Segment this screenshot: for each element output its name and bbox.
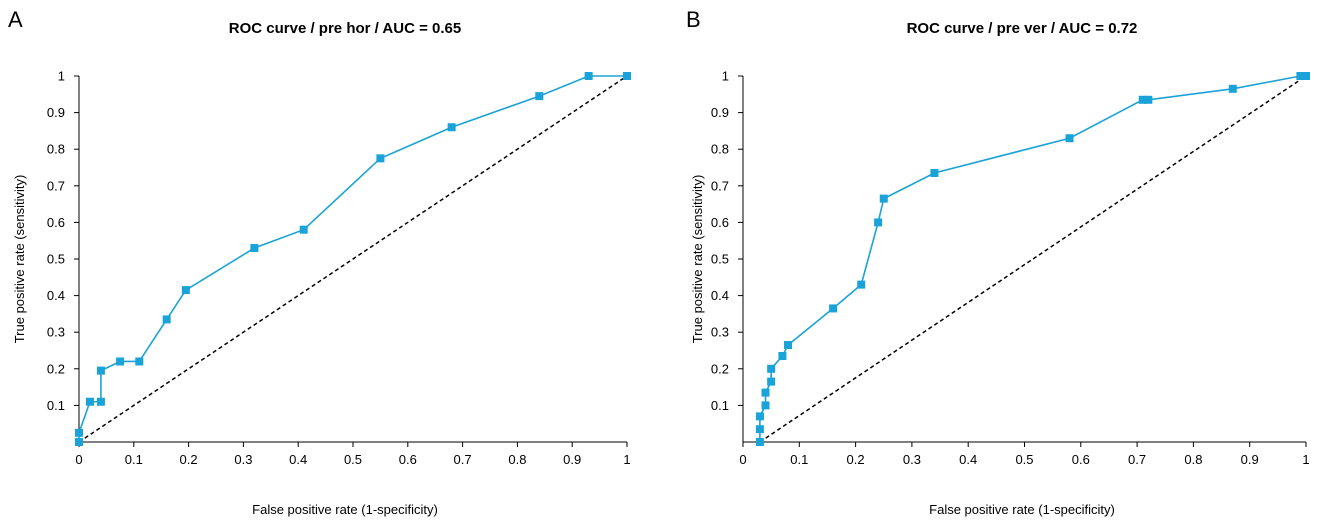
panel-b-chance-diagonal [759,75,1307,443]
panel-b-letter: B [686,7,701,32]
panel-b-roc-point [755,438,764,446]
panel-b-ylabel: True positive rate (sensitivity) [690,175,705,344]
panel-b-roc-point [1065,134,1074,143]
panel-b-roc-point [778,351,787,360]
panel-a-roc-point [181,286,190,295]
panel-b-roc-point [761,388,770,397]
panel-b-y-tick-label: 0.7 [711,178,729,193]
panel-b-y-tick-label: 0.1 [711,398,729,413]
panel-b-roc-point [784,341,793,350]
panel-a-chance-diagonal [78,75,628,443]
panel-b-y-tick-label: 0.3 [711,325,729,340]
panel-b-roc-point [874,218,883,227]
panel-b-roc-point [767,364,776,373]
panel-b-y-tick-label: 0.9 [711,105,729,120]
panel-a-roc-point [96,397,105,406]
panel-b-x-tick-label: 0.7 [1128,452,1146,467]
panel-b-roc-point [767,377,776,386]
panel-a-x-tick-label: 0.4 [289,452,307,467]
panel-a-letter: A [8,7,23,32]
panel-b-roc-point [1138,95,1147,104]
panel-a-y-tick-label: 0.9 [47,105,65,120]
panel-b-x-tick-label: 0.4 [959,452,977,467]
panel-a-x-tick-label: 0.5 [344,452,362,467]
panel-a-y-tick-label: 0.2 [47,361,65,376]
panel-b-plot: 0 0.1 0.2 0.3 0.4 0.5 0.6 0.7 0.8 0.9 1 0.1 0.2 0.3 0.… [711,69,1310,467]
panel-a-x-tick-label: 0.7 [454,452,472,467]
panel-a-x-tick-label: 0 [75,452,82,467]
panel-a-plot: 0 0.1 0.2 0.3 0.4 0.5 0.6 0.7 0.8 0.9 1 0.1 0.2 0.3 0.… [47,69,631,467]
panel-a-roc-point [162,315,171,324]
panel-b-roc-point [1144,95,1153,104]
panel-a-x-tick-label: 1 [623,452,630,467]
panel-b-roc-point [761,401,770,410]
panel-b-y-tick-label: 0.6 [711,215,729,230]
panel-a-y-tick-label: 0.8 [47,142,65,157]
panel-b-roc-point [879,194,888,203]
panel-b-x-tick-label: 0.2 [847,452,865,467]
panel-a-roc-curve [78,75,627,442]
panel-a-y-tick-label: 0.3 [47,325,65,340]
panel-a-y-tick-label: 0.1 [47,398,65,413]
panel-b-x-tick-label: 0.1 [790,452,808,467]
panel-b-roc-point [829,304,838,313]
panel-a-y-tick-label: 0.7 [47,178,65,193]
panel-b-x-tick-label: 0.9 [1241,452,1259,467]
panel-a: A ROC curve / pre hor / AUC = 0.65 False… [8,7,631,517]
panel-a-roc-point [75,438,83,446]
panel-b-x-tick-label: 0.6 [1072,452,1090,467]
panel-b-y-tick-label: 1 [722,69,729,84]
panel-b-y-tick-label: 0.8 [711,142,729,157]
panel-a-x-tick-label: 0.9 [563,452,581,467]
panel-a-x-tick-label: 0.8 [508,452,526,467]
panel-b-y-tick-label: 0.2 [711,361,729,376]
panel-b-xlabel: False positive rate (1-specificity) [929,502,1115,517]
panel-a-y-tick-label: 0.4 [47,288,65,303]
panel-a-roc-point [75,428,83,437]
panel-b-x-tick-label: 0.8 [1184,452,1202,467]
panel-a-roc-point [376,154,385,163]
panel-a-roc-point [299,225,308,234]
panel-b-x-tick-label: 0.3 [903,452,921,467]
panel-b-title: ROC curve / pre ver / AUC = 0.72 [907,20,1138,37]
panel-a-roc-point [96,366,105,375]
panel-b-roc-point [755,412,764,421]
panel-b-x-tick-label: 0.5 [1015,452,1033,467]
panel-a-y-tick-label: 0.6 [47,215,65,230]
panel-a-title: ROC curve / pre hor / AUC = 0.65 [229,20,461,37]
panel-b-x-tick-label: 0 [739,452,746,467]
panel-a-roc-point [116,357,125,366]
panel-a-roc-point [447,123,456,132]
panel-b-roc-point [930,168,939,177]
panel-b: B ROC curve / pre ver / AUC = 0.72 False… [686,7,1310,517]
panel-a-roc-point [135,357,144,366]
panel-a-roc-point [250,244,259,253]
panel-b-y-tick-label: 0.4 [711,288,729,303]
panel-a-roc-point [535,92,544,101]
panel-b-roc-point [1228,84,1237,93]
panel-a-ylabel: True positive rate (sensitivity) [12,175,27,344]
panel-a-y-tick-label: 0.5 [47,252,65,267]
panel-b-roc-point [755,425,764,434]
panel-a-x-tick-label: 0.3 [234,452,252,467]
panel-b-x-tick-label: 1 [1302,452,1309,467]
panel-a-roc-point [85,397,94,406]
panel-a-roc-point [584,72,593,80]
panel-a-x-tick-label: 0.1 [125,452,143,467]
panel-a-y-tick-label: 1 [58,69,65,84]
panel-a-roc-point [623,72,631,80]
panel-b-roc-point [1302,72,1310,80]
panel-a-x-tick-label: 0.2 [180,452,198,467]
panel-b-roc-point [857,280,866,289]
panel-b-roc-point [1296,72,1305,80]
panel-a-x-tick-label: 0.6 [399,452,417,467]
panel-b-y-tick-label: 0.5 [711,252,729,267]
panel-a-xlabel: False positive rate (1-specificity) [252,502,438,517]
